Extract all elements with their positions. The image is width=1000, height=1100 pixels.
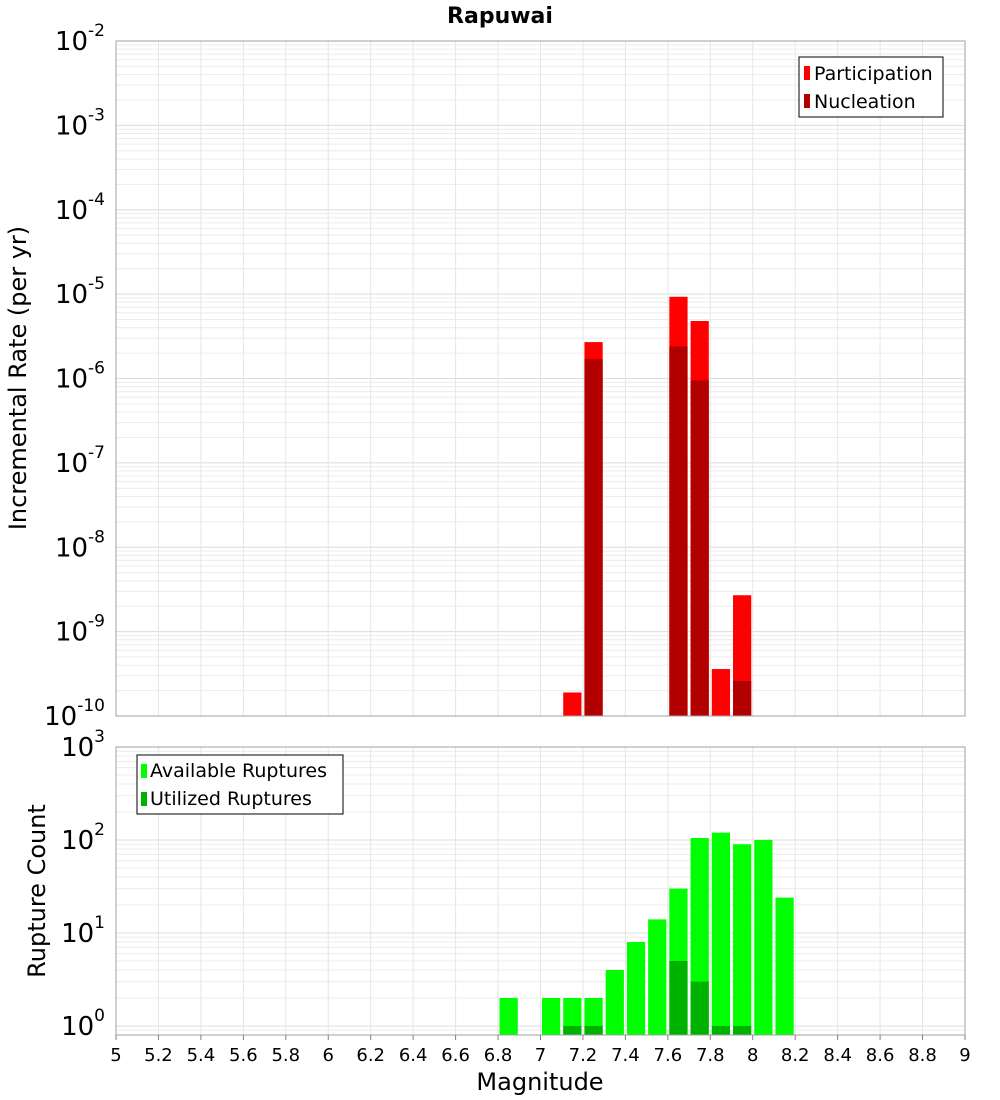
count-available-ruptures-bar [648, 919, 667, 1035]
count-y-tick-label: 101 [61, 913, 105, 949]
x-tick-label: 5.4 [187, 1045, 216, 1066]
rate-y-tick-label: 10-8 [55, 527, 105, 563]
rate-y-tick-label: 10-7 [55, 443, 105, 479]
x-tick-label: 5.6 [229, 1045, 258, 1066]
x-tick-label: 6 [323, 1045, 334, 1066]
count-available-ruptures-bar [733, 844, 752, 1035]
count-available-ruptures-bar [605, 969, 624, 1035]
count-utilized-ruptures-bar [563, 1025, 582, 1035]
x-tick-label: 6.4 [399, 1045, 428, 1066]
rate-nucleation-bar [690, 380, 709, 716]
count-available-ruptures-bar [563, 997, 582, 1035]
count-available-ruptures-bar [584, 997, 603, 1035]
count-available-ruptures-bar [499, 997, 518, 1035]
count-utilized-ruptures-bar [711, 1025, 731, 1035]
legend-swatch-nucleation [804, 94, 810, 108]
x-ticks: 5 5.2 5.4 5.6 5.8 6 6.2 6.4 6.6 6.8 7 7.2 7.4 7.6 7.8 8… [110, 1035, 971, 1066]
count-legend: Available Ruptures Utilized Ruptures [136, 754, 344, 815]
x-tick-label: 8.6 [866, 1045, 895, 1066]
count-legend-box [136, 754, 344, 815]
count-available-ruptures-bar [626, 942, 646, 1035]
x-tick-label: 9 [959, 1045, 970, 1066]
count-utilized-ruptures-bar [733, 1025, 752, 1035]
x-tick-label: 7.4 [611, 1045, 640, 1066]
legend-label-participation: Participation [814, 63, 933, 85]
rate-y-tick-label: 10-5 [55, 274, 105, 310]
legend-swatch-participation [804, 66, 810, 80]
count-available-ruptures-bar [542, 997, 561, 1035]
rate-gridlines [115, 41, 966, 717]
rate-y-tick-label: 10-2 [55, 21, 105, 57]
count-available-ruptures-bar [754, 839, 773, 1035]
x-tick-label: 6.8 [484, 1045, 513, 1066]
count-y-label: Rupture Count [23, 804, 51, 978]
rate-y-tick-label: 10-9 [55, 612, 105, 648]
count-available-ruptures-bar [775, 897, 794, 1035]
rate-nucleation-bar [669, 346, 688, 716]
rate-y-tick-label: 10-6 [55, 359, 105, 395]
rate-participation-bar [563, 692, 582, 716]
x-tick-label: 7.8 [696, 1045, 725, 1066]
x-tick-label: 6.2 [356, 1045, 385, 1066]
rate-nucleation-bar [733, 680, 752, 716]
rate-legend: Participation Nucleation [798, 56, 944, 118]
x-tick-label: 6.6 [441, 1045, 470, 1066]
legend-swatch-available [141, 764, 147, 778]
legend-swatch-utilized [141, 792, 147, 806]
legend-label-nucleation: Nucleation [814, 91, 916, 113]
count-utilized-ruptures-bar [669, 960, 688, 1035]
rate-bars [563, 296, 752, 716]
chart-title: Rapuwai [447, 4, 553, 29]
count-y-tick-label: 100 [61, 1006, 105, 1042]
x-tick-label: 8.4 [823, 1045, 852, 1066]
count-gridlines [115, 747, 966, 1036]
rate-participation-bar [711, 669, 731, 716]
x-tick-label: 8.8 [908, 1045, 937, 1066]
rate-y-tick-label: 10-3 [55, 105, 105, 141]
count-y-tick-label: 102 [61, 820, 105, 856]
legend-label-utilized: Utilized Ruptures [150, 788, 312, 810]
legend-label-available: Available Ruptures [150, 760, 327, 782]
rate-legend-box [798, 56, 944, 118]
count-utilized-ruptures-bar [584, 1025, 603, 1035]
x-tick-label: 5.2 [144, 1045, 173, 1066]
x-tick-label: 8 [747, 1045, 758, 1066]
x-tick-label: 8.2 [781, 1045, 810, 1066]
count-available-ruptures-bar [711, 832, 731, 1035]
count-y-tick-label: 103 [61, 727, 105, 763]
x-tick-label: 5 [110, 1045, 121, 1066]
rate-y-tick-label: 10-4 [55, 190, 105, 226]
count-bars [499, 832, 794, 1035]
rate-nucleation-bar [584, 359, 603, 716]
rate-plot-frame [115, 40, 966, 717]
x-axis-label: Magnitude [476, 1068, 603, 1096]
rate-y-label: Incremental Rate (per yr) [4, 226, 32, 530]
count-y-ticks: 100 101 102 103 [61, 727, 105, 1042]
x-tick-label: 7.2 [569, 1045, 598, 1066]
count-panel: 100 101 102 103 Rupture Count Available Rup… [23, 727, 971, 1096]
x-tick-label: 7.6 [654, 1045, 683, 1066]
x-tick-label: 5.8 [271, 1045, 300, 1066]
count-utilized-ruptures-bar [690, 981, 709, 1035]
x-tick-label: 7 [535, 1045, 546, 1066]
